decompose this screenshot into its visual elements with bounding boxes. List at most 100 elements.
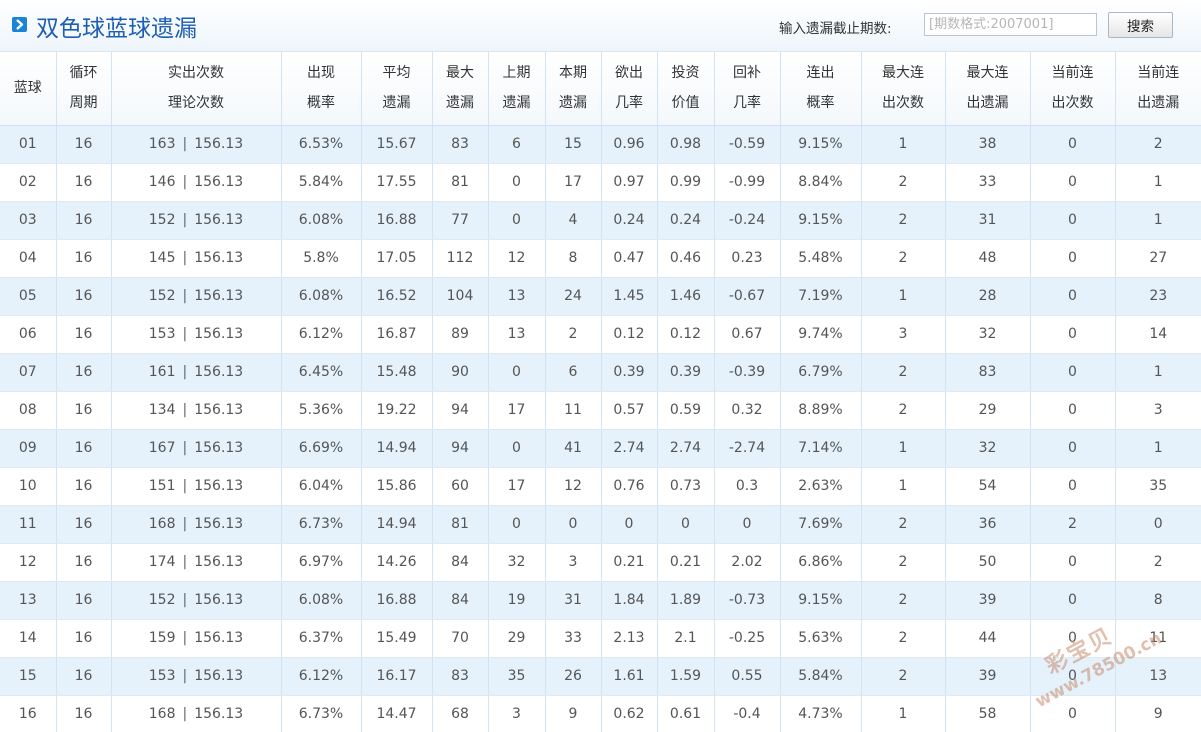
max-streak-omission-cell: 28 [945,277,1031,316]
cur-streak-count-cell: 0 [1030,581,1116,620]
max-streak-count-cell: 1 [861,695,946,732]
chance-cell: 0 [601,505,658,544]
rebound-cell: -0.4 [714,695,781,732]
cur-omission-cell: 11 [545,391,602,430]
ball-number-cell: 11 [0,505,57,544]
column-header-line1: 连出 [806,65,835,82]
period-search-input[interactable] [924,13,1097,36]
max-streak-omission-cell: 39 [945,657,1031,696]
cur-streak-omission-cell: 11 [1115,619,1201,658]
streak-probability-cell: 5.84% [780,657,862,696]
streak-probability-cell: 8.84% [780,163,862,202]
invest-value-cell: 0.73 [657,467,715,506]
cycle-cell: 16 [56,353,112,392]
count-separator: | [182,706,188,722]
column-header-line2: 遗漏 [502,95,531,112]
actual-vs-theory-cell: 174 | 156.13 [111,543,282,582]
theory-count: 156.13 [194,212,244,228]
cycle-cell: 16 [56,239,112,278]
search-button[interactable]: 搜索 [1108,12,1173,38]
ball-number-cell: 14 [0,619,57,658]
table-header-row: 蓝球 循环 周期 实出次数 理论次数 出现 概率 平均 遗漏 最大 遗漏 上期 遗漏 本期 遗漏 欲出 几率 投资… [0,52,1201,126]
probability-cell: 6.37% [281,619,362,658]
avg-omission-cell: 16.17 [361,657,433,696]
cur-streak-omission-cell: 8 [1115,581,1201,620]
ball-number-cell: 13 [0,581,57,620]
max-streak-count-cell: 1 [861,277,946,316]
cur-omission-cell: 15 [545,125,602,164]
cur-streak-count-cell: 0 [1030,201,1116,240]
probability-cell: 6.08% [281,201,362,240]
max-omission-cell: 94 [432,429,489,468]
column-header-line1: 欲出 [615,65,643,82]
max-streak-omission-cell: 39 [945,581,1031,620]
actual-count: 152 [148,212,176,228]
column-header: 最大连 出遗漏 [945,52,1031,126]
rebound-cell: -0.73 [714,581,781,620]
cur-omission-cell: 3 [545,543,602,582]
cycle-cell: 16 [56,277,112,316]
count-separator: | [182,478,188,494]
cur-omission-cell: 17 [545,163,602,202]
actual-count: 168 [148,516,176,532]
prev-omission-cell: 13 [488,277,546,316]
prev-omission-cell: 0 [488,353,546,392]
theory-count: 156.13 [194,440,244,456]
max-streak-omission-cell: 50 [945,543,1031,582]
count-separator: | [182,250,188,266]
theory-count: 156.13 [194,516,244,532]
probability-cell: 6.12% [281,315,362,354]
probability-cell: 5.8% [281,239,362,278]
cur-omission-cell: 0 [545,505,602,544]
cur-omission-cell: 26 [545,657,602,696]
cur-streak-count-cell: 2 [1030,505,1116,544]
max-omission-cell: 83 [432,125,489,164]
actual-vs-theory-cell: 167 | 156.13 [111,429,282,468]
cycle-cell: 16 [56,429,112,468]
table-row: 07 16 161 | 156.13 6.45% 15.48 90 0 6 0.39 0.39 -0.3… [0,353,1201,392]
invest-value-cell: 0.39 [657,353,715,392]
cur-streak-count-cell: 0 [1030,391,1116,430]
theory-count: 156.13 [194,478,244,494]
streak-probability-cell: 2.63% [780,467,862,506]
cur-streak-count-cell: 0 [1030,619,1116,658]
column-header-line2: 周期 [69,95,98,112]
cur-streak-omission-cell: 13 [1115,657,1201,696]
theory-count: 156.13 [194,326,244,342]
cur-streak-omission-cell: 23 [1115,277,1201,316]
column-header: 平均 遗漏 [361,52,433,126]
probability-cell: 6.04% [281,467,362,506]
cur-streak-count-cell: 0 [1030,543,1116,582]
max-streak-omission-cell: 31 [945,201,1031,240]
rebound-cell: 0.32 [714,391,781,430]
ball-number-cell: 05 [0,277,57,316]
rebound-cell: 0.55 [714,657,781,696]
streak-probability-cell: 9.15% [780,581,862,620]
chance-cell: 1.61 [601,657,658,696]
page-title: 双色球蓝球遗漏 [36,16,197,42]
column-header-line1: 当前连 [1051,65,1094,82]
table-row: 12 16 174 | 156.13 6.97% 14.26 84 32 3 0.21 0.21 2.0… [0,543,1201,582]
max-streak-count-cell: 2 [861,391,946,430]
chance-cell: 2.13 [601,619,658,658]
column-header-line2: 几率 [733,95,761,112]
probability-cell: 5.84% [281,163,362,202]
max-streak-omission-cell: 32 [945,315,1031,354]
ball-number-cell: 09 [0,429,57,468]
avg-omission-cell: 15.49 [361,619,433,658]
actual-count: 153 [148,326,176,342]
chance-cell: 0.39 [601,353,658,392]
streak-probability-cell: 9.15% [780,125,862,164]
column-header-line2: 出次数 [882,95,924,112]
arrow-right-icon [12,17,27,32]
max-streak-count-cell: 2 [861,657,946,696]
actual-count: 152 [148,592,176,608]
prev-omission-cell: 35 [488,657,546,696]
cycle-cell: 16 [56,695,112,732]
chance-cell: 0.62 [601,695,658,732]
ball-number-cell: 10 [0,467,57,506]
invest-value-cell: 0.99 [657,163,715,202]
ball-number-cell: 04 [0,239,57,278]
cur-streak-count-cell: 0 [1030,695,1116,732]
theory-count: 156.13 [194,402,244,418]
